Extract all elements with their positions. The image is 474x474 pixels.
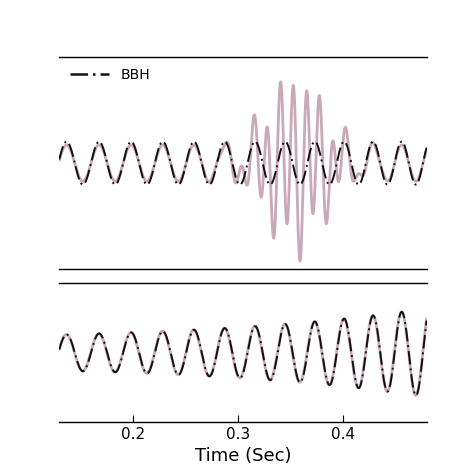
Legend: BBH: BBH [66, 64, 154, 86]
X-axis label: Time (Sec): Time (Sec) [195, 447, 291, 465]
